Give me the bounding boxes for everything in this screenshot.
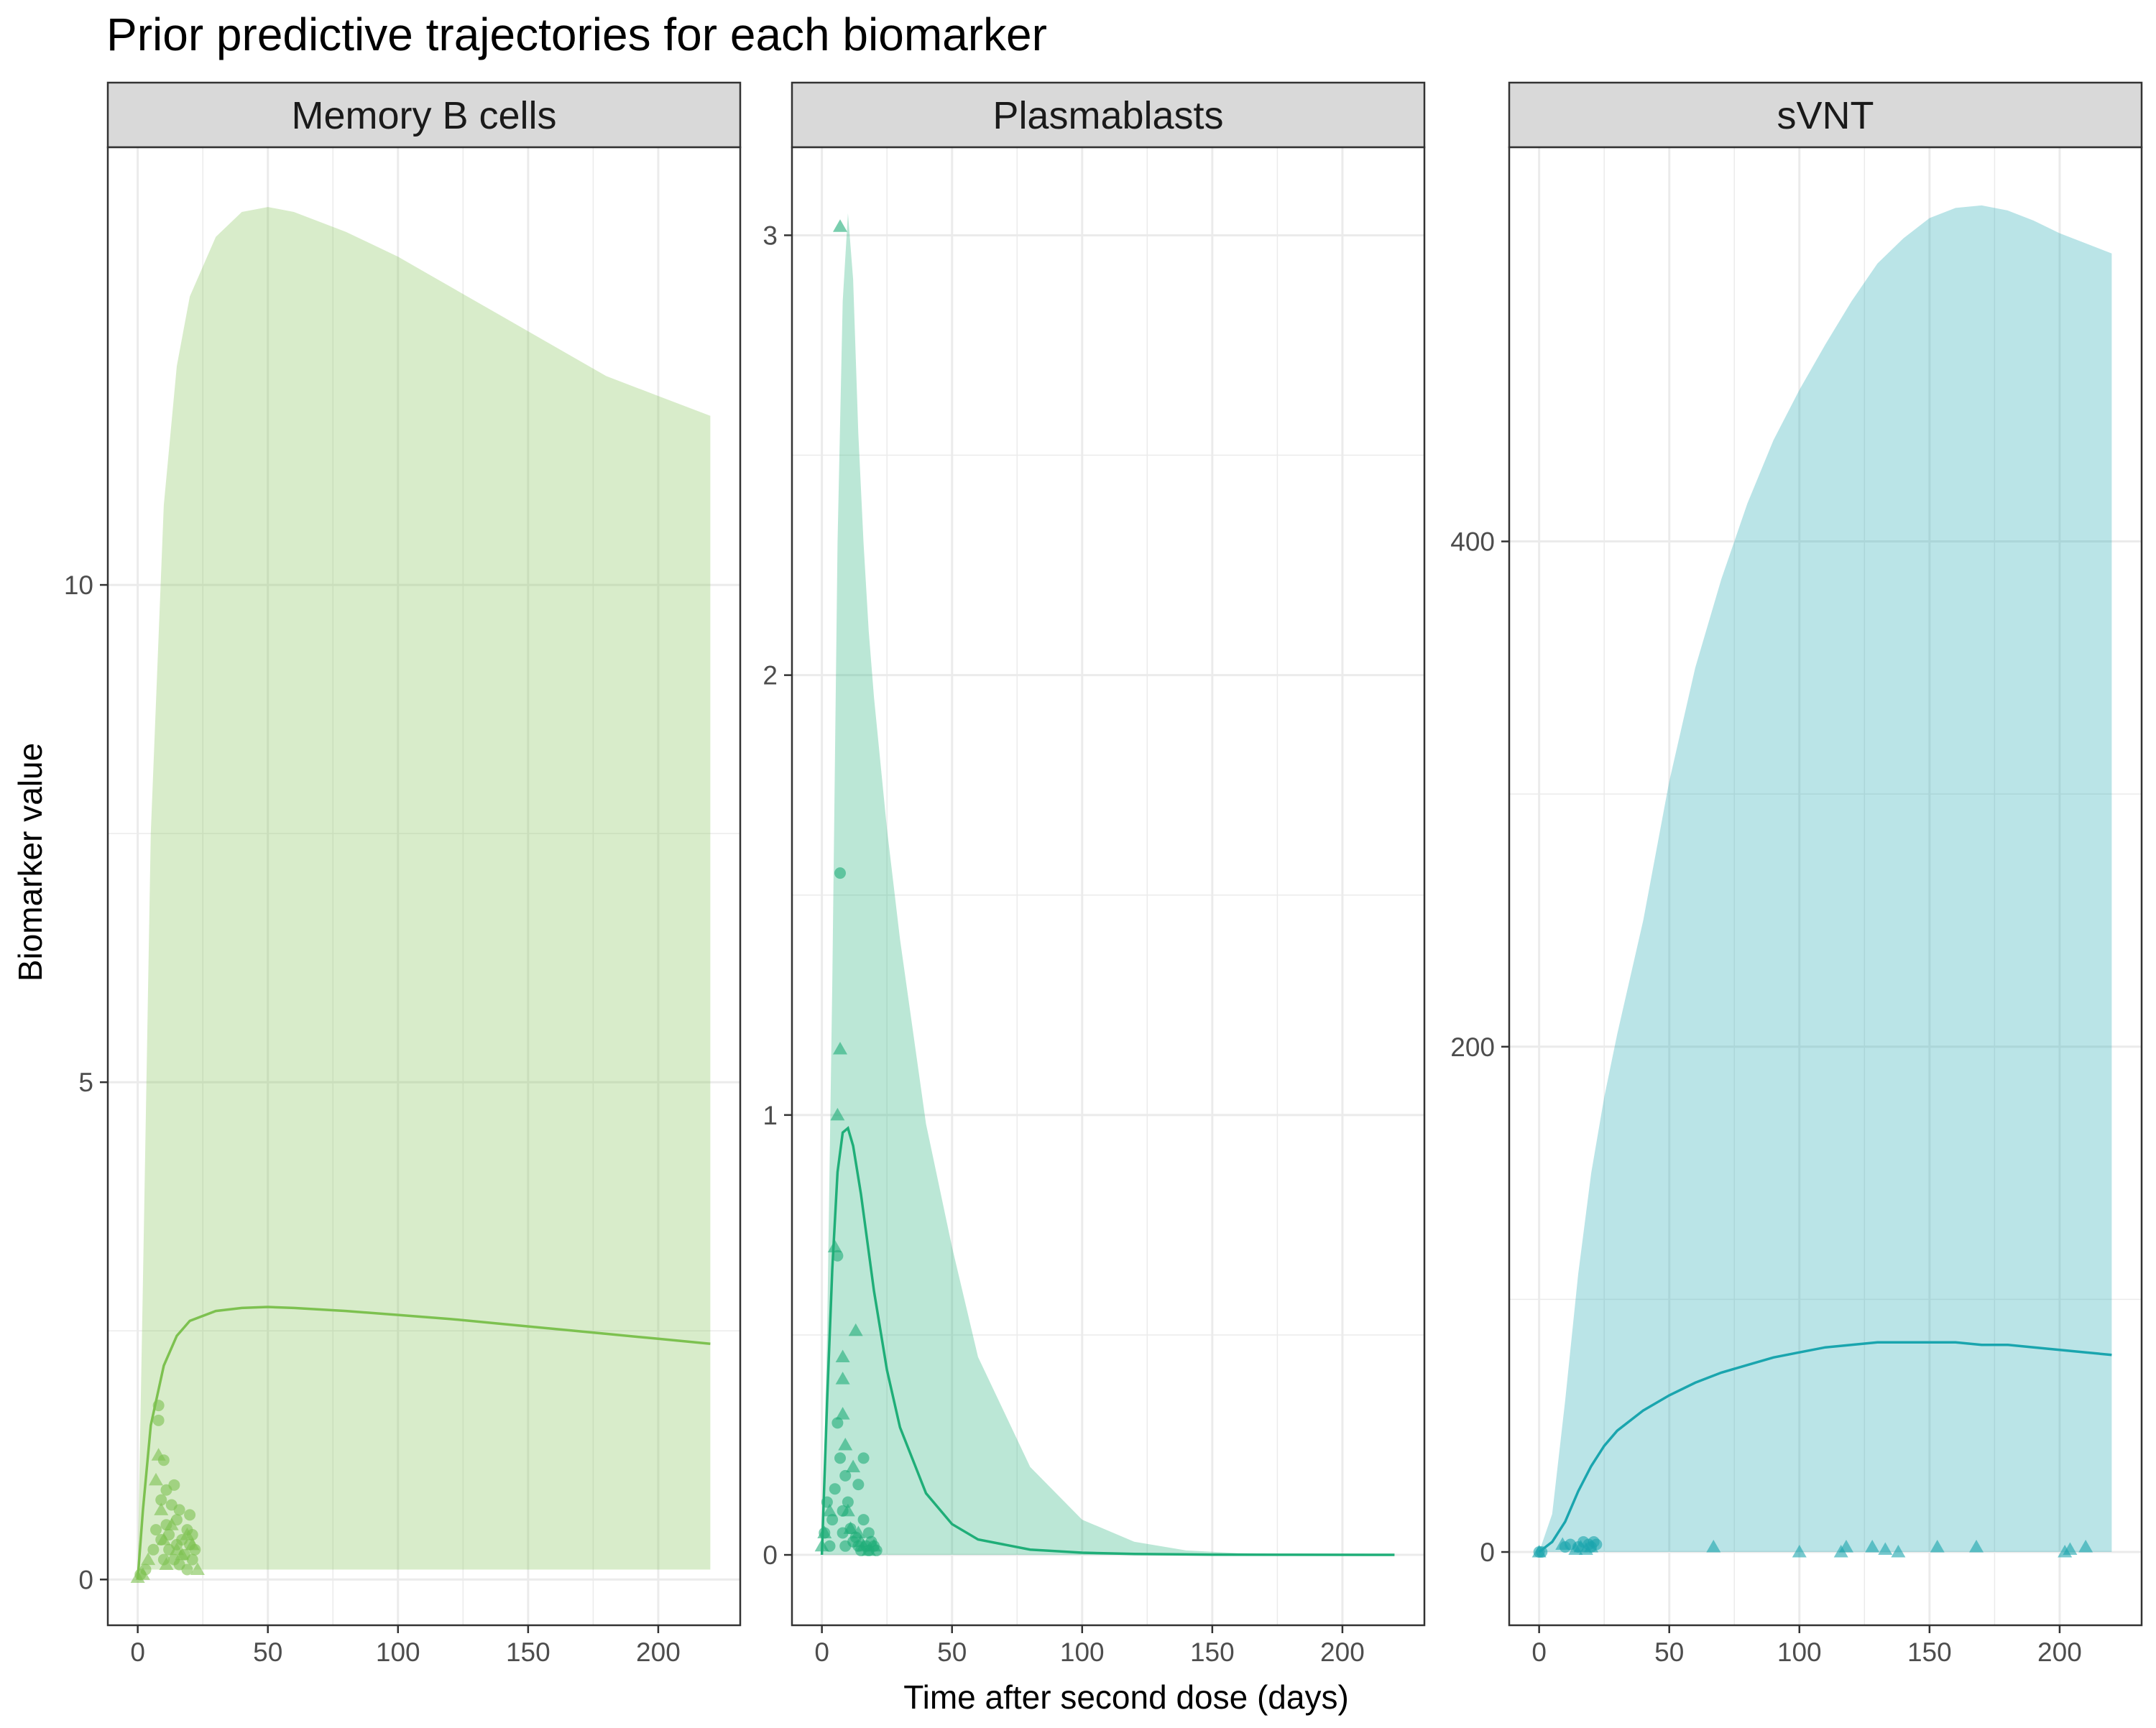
y-tick-label: 10 [64,570,93,600]
x-tick-label: 50 [1654,1637,1684,1667]
x-tick-label: 0 [1531,1637,1547,1667]
x-tick-label: 100 [376,1637,420,1667]
facet-plot-area: 0 50 100 150 200 0 200 400 [1450,147,2142,1667]
data-point-circle [829,1483,841,1494]
y-tick-label: 2 [763,661,778,690]
x-tick-label: 200 [2037,1637,2082,1667]
data-point-circle [834,1452,846,1464]
facet-strip-label: Memory B cells [291,94,556,137]
facet-plot-area: 0 50 100 150 200 0 1 2 3 [763,147,1424,1667]
data-point-circle [147,1544,159,1556]
x-tick-label: 0 [814,1637,829,1667]
x-tick-label: 50 [253,1637,282,1667]
facet-plasmablasts: Plasmablasts 0 50 100 150 200 0 1 2 3 [763,83,1424,1667]
x-tick-label: 50 [937,1637,967,1667]
y-tick-label: 0 [78,1565,93,1594]
data-point-circle [150,1524,162,1535]
x-tick-label: 0 [130,1637,145,1667]
y-tick-label: 0 [1480,1538,1495,1567]
y-tick-label: 200 [1450,1032,1495,1062]
data-point-circle [168,1479,180,1491]
data-point-circle [153,1400,165,1411]
facet-strip-label: Plasmablasts [992,94,1223,137]
facet-plot-area: 0 50 100 150 200 0 5 10 [64,147,740,1667]
facet-memory-b-cells: Memory B cells 0 50 100 150 200 0 5 10 [64,83,740,1667]
chart-title: Prior predictive trajectories for each b… [106,9,1047,60]
x-tick-label: 200 [1320,1637,1365,1667]
x-tick-label: 150 [1907,1637,1952,1667]
credible-band [138,207,711,1569]
data-point-circle [174,1504,185,1515]
data-point-circle [153,1415,165,1426]
data-point-circle [852,1479,864,1490]
data-point-circle [821,1497,833,1508]
x-tick-label: 200 [636,1637,681,1667]
x-axis-title: Time after second dose (days) [903,1678,1349,1716]
x-tick-label: 100 [1060,1637,1105,1667]
y-tick-label: 400 [1450,527,1495,557]
y-tick-label: 0 [763,1540,778,1570]
y-axis-title: Biomarker value [11,743,49,981]
facet-svnt: sVNT 0 50 100 150 200 0 200 400 [1450,83,2142,1667]
x-tick-label: 150 [506,1637,550,1667]
y-tick-label: 3 [763,221,778,250]
x-tick-label: 100 [1777,1637,1822,1667]
y-tick-label: 1 [763,1101,778,1130]
data-point-circle [858,1514,870,1525]
data-point-circle [858,1452,870,1464]
data-point-circle [834,867,846,879]
facet-strip-label: sVNT [1777,94,1874,137]
data-point-circle [184,1509,195,1520]
x-tick-label: 150 [1190,1637,1235,1667]
y-tick-label: 5 [78,1068,93,1097]
